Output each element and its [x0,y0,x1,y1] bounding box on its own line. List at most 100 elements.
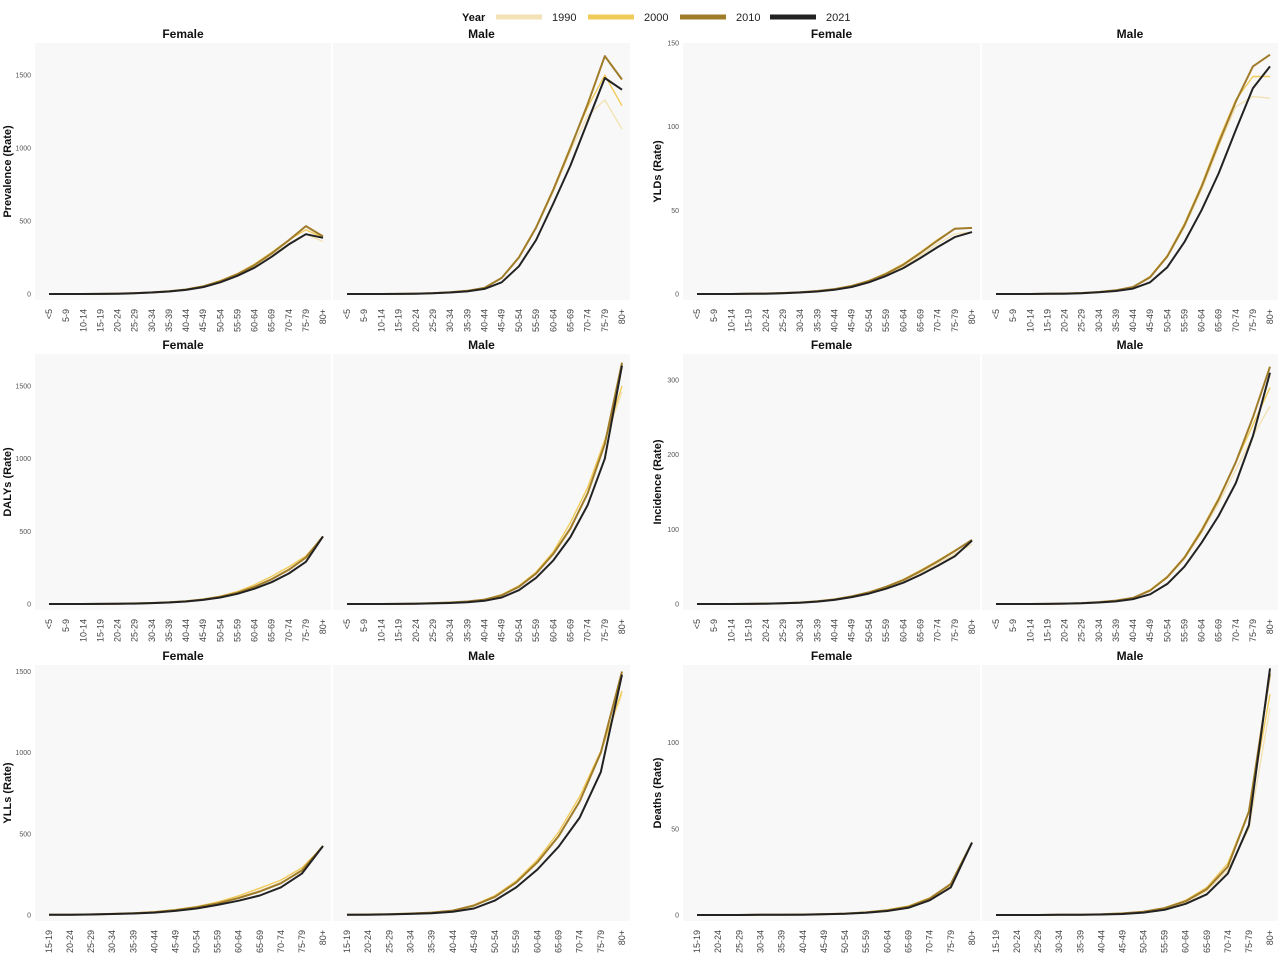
x-tick-label: 35-39 [812,309,822,332]
x-tick-label: 40-44 [830,619,840,642]
series-line-2021 [346,674,623,916]
y-tick-label: 0 [27,913,31,920]
x-tick-label: 55-59 [531,619,541,642]
x-tick-label: 40-44 [181,309,191,332]
series-line-2021 [697,539,973,605]
x-tick-label: 35-39 [1111,619,1121,642]
x-tick-label: 50-54 [514,309,524,332]
x-tick-label: 55-59 [213,930,223,953]
panel-background [333,665,630,921]
x-tick-label: 20-24 [65,930,75,953]
x-tick-label: 75-79 [301,309,311,332]
panel-title: Female [811,649,853,663]
chart-ylds: YLDs (Rate) Female 0 50 100 150 <5 5-9 10-14 15-1… [652,27,1278,332]
x-tick-label: 65-69 [915,309,925,332]
x-tick-label: 25-29 [130,619,140,642]
x-tick-label: 5-9 [359,309,369,322]
panel-background [35,43,331,300]
panel-background [333,354,630,610]
x-tick-label: 75-79 [301,619,311,642]
x-tick-label: 80+ [318,619,328,634]
x-tick-label: 60-64 [882,930,892,953]
y-tick-label: 0 [27,292,31,299]
x-tick-label: 5-9 [1008,619,1018,632]
x-tick-label: 75-79 [596,930,606,953]
x-tick-label: 55-59 [881,619,891,642]
legend-item-2010: 2010 [680,12,760,24]
x-tick-label: 25-29 [778,309,788,332]
y-axis-label: Incidence (Rate) [652,439,664,524]
x-tick-label: 65-69 [915,619,925,642]
x-tick-label: 60-64 [898,619,908,642]
x-tick-label: 20-24 [1060,619,1070,642]
legend-label-2000: 2000 [644,12,668,24]
x-tick-label: 15-19 [1042,619,1052,642]
legend-title: Year [462,12,486,24]
x-tick-label: 50-54 [514,619,524,642]
chart-deaths: Deaths (Rate) Female 0 50 100 15-19 20-24 25-29… [652,649,1278,953]
x-tick-label: 50-54 [192,930,202,953]
y-tick-label: 200 [667,452,679,459]
x-tick-label: 15-19 [44,930,54,953]
x-tick-label: 40-44 [1128,309,1138,332]
x-tick-label: 25-29 [734,930,744,953]
x-tick-label: 60-64 [250,309,260,332]
x-tick-label: 60-64 [1197,619,1207,642]
x-tick-label: 35-39 [462,309,472,332]
x-tick-label: 15-19 [394,309,404,332]
x-tick-label: 70-74 [1223,930,1233,953]
x-tick-label: 30-34 [755,930,765,953]
legend-item-2021: 2021 [770,12,850,24]
series-line-2021 [697,842,973,916]
x-tick-label: 70-74 [284,619,294,642]
x-tick-label: 30-34 [1094,619,1104,642]
panel-title: Male [468,27,495,41]
x-tick-label: 55-59 [232,619,242,642]
x-tick-label: 20-24 [363,930,373,953]
panel-title: Female [162,27,204,41]
series-line-2021 [49,535,324,605]
x-tick-label: 10-14 [78,619,88,642]
series-line-2021 [347,77,623,295]
x-tick-label: 5-9 [709,619,719,632]
y-tick-label: 0 [675,913,679,920]
x-tick-label: 70-74 [284,309,294,332]
x-tick-label: 15-19 [95,309,105,332]
panel-male: Male <5 5-9 10-14 15-19 20-24 25-29 30-34 35-39 4… [333,27,630,332]
x-tick-label: 40-44 [149,930,159,953]
x-tick-label: 20-24 [113,309,123,332]
y-axis-label: DALYs (Rate) [2,447,14,517]
x-tick-label: 35-39 [164,619,174,642]
x-tick-label: 65-69 [565,309,575,332]
series-line-2021 [996,65,1271,295]
x-tick-label: 65-69 [1202,930,1212,953]
x-tick-label: 45-49 [170,930,180,953]
panel-background [683,43,980,300]
x-tick-label: 65-69 [1214,309,1224,332]
x-tick-label: 40-44 [798,930,808,953]
legend: Year 1990 2000 2010 2021 [462,12,850,24]
chart-ylls: YLLs (Rate) Female 0 500 1000 1500 15-19 20-24 2… [2,649,630,953]
x-tick-label: 65-69 [267,619,277,642]
y-axis-label: Prevalence (Rate) [2,125,14,218]
x-tick-label: 10-14 [1025,309,1035,332]
x-tick-label: 35-39 [164,309,174,332]
x-tick-label: 45-49 [469,930,479,953]
y-tick-label: 50 [671,826,679,833]
y-tick-label: 1000 [15,146,31,153]
x-tick-label: 40-44 [480,309,490,332]
x-tick-label: 15-19 [744,619,754,642]
x-tick-label: 60-64 [1181,930,1191,953]
x-tick-label: 80+ [967,309,977,324]
x-tick-label: 60-64 [898,309,908,332]
x-tick-label: <5 [991,309,1001,319]
x-tick-label: 25-29 [86,930,96,953]
x-tick-label: 20-24 [1012,930,1022,953]
panel-background [982,354,1278,610]
y-tick-label: 100 [667,124,679,131]
x-tick-label: 35-39 [1111,309,1121,332]
x-tick-label: 70-74 [276,930,286,953]
x-tick-label: 10-14 [1025,619,1035,642]
x-tick-label: 5-9 [1008,309,1018,322]
